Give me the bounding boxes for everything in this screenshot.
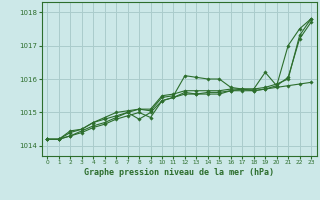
X-axis label: Graphe pression niveau de la mer (hPa): Graphe pression niveau de la mer (hPa)	[84, 168, 274, 177]
